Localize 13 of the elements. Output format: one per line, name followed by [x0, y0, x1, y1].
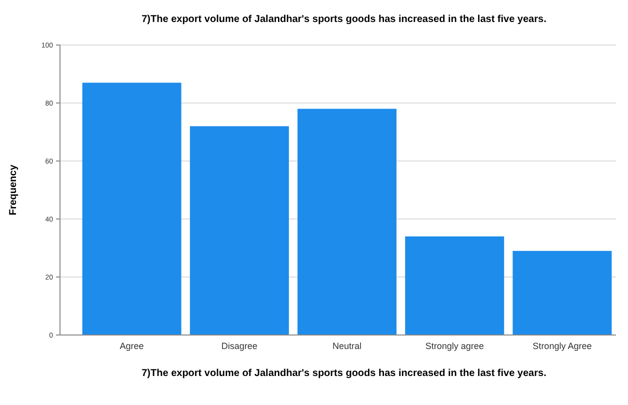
chart-title: 7)The export volume of Jalandhar's sports goods has increased in the last five years.: [142, 14, 547, 25]
x-tick-label: Neutral: [332, 340, 362, 351]
bar: [512, 250, 612, 335]
x-axis-title: 7)The export volume of Jalandhar's sports goods has increased in the last five years.: [142, 368, 547, 379]
x-tick-label: Agree: [120, 340, 144, 351]
y-axis-title: Frequency: [8, 164, 19, 216]
bar: [82, 82, 182, 335]
bar: [405, 236, 504, 335]
x-tick-label: Disagree: [221, 340, 258, 351]
bar: [298, 108, 396, 335]
bar: [190, 126, 289, 335]
x-tick-label: Strongly Agree: [532, 340, 592, 351]
x-tick-label: Strongly agree: [425, 340, 484, 351]
